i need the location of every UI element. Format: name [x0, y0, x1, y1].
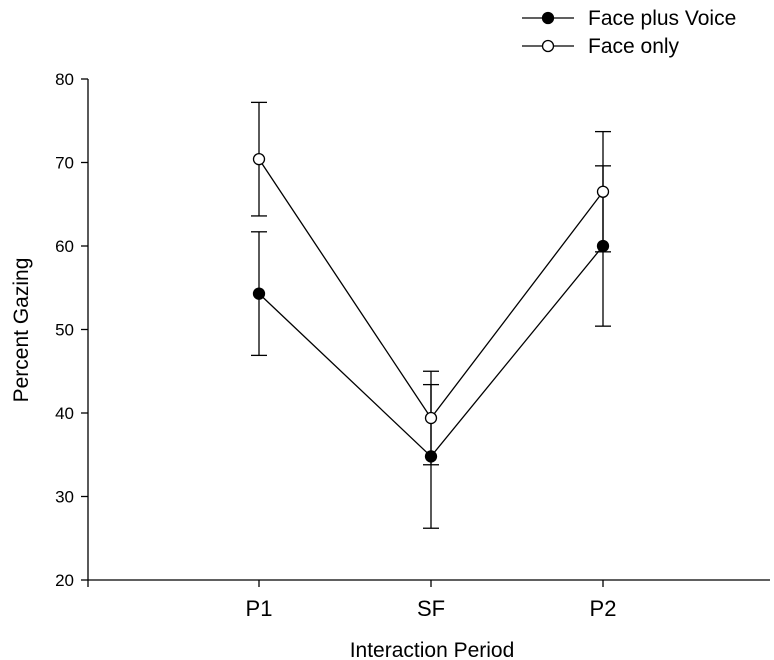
y-ticks: 20 30 40 50 60 70 80	[55, 70, 88, 590]
y-tick-label: 60	[55, 237, 74, 256]
x-ticks: P1 SF P2	[87, 580, 617, 621]
y-tick-label: 50	[55, 321, 74, 340]
series-face-plus-voice	[251, 165, 611, 529]
x-tick-label-p1: P1	[246, 596, 273, 621]
y-axis-title: Percent Gazing	[10, 258, 33, 403]
series-layer	[251, 101, 611, 529]
legend-marker	[541, 11, 555, 25]
x-axis-title: Interaction Period	[350, 639, 515, 660]
data-point	[252, 153, 266, 166]
y-tick-label: 70	[55, 154, 74, 173]
axes	[87, 79, 770, 581]
series-face-only	[251, 101, 611, 466]
legend-label: Face plus Voice	[588, 7, 736, 30]
data-point	[252, 287, 266, 300]
x-tick-label-p2: P2	[590, 596, 617, 621]
data-point	[596, 185, 610, 198]
y-tick-label: 80	[55, 70, 74, 89]
y-tick-label: 20	[55, 571, 74, 590]
y-tick-label: 40	[55, 404, 74, 423]
legend: Face plus Voice Face only	[522, 7, 736, 58]
x-tick-label-sf: SF	[417, 596, 445, 621]
legend-label: Face only	[588, 35, 680, 58]
legend-marker	[541, 39, 555, 53]
y-tick-label: 30	[55, 488, 74, 507]
data-point	[424, 411, 438, 425]
